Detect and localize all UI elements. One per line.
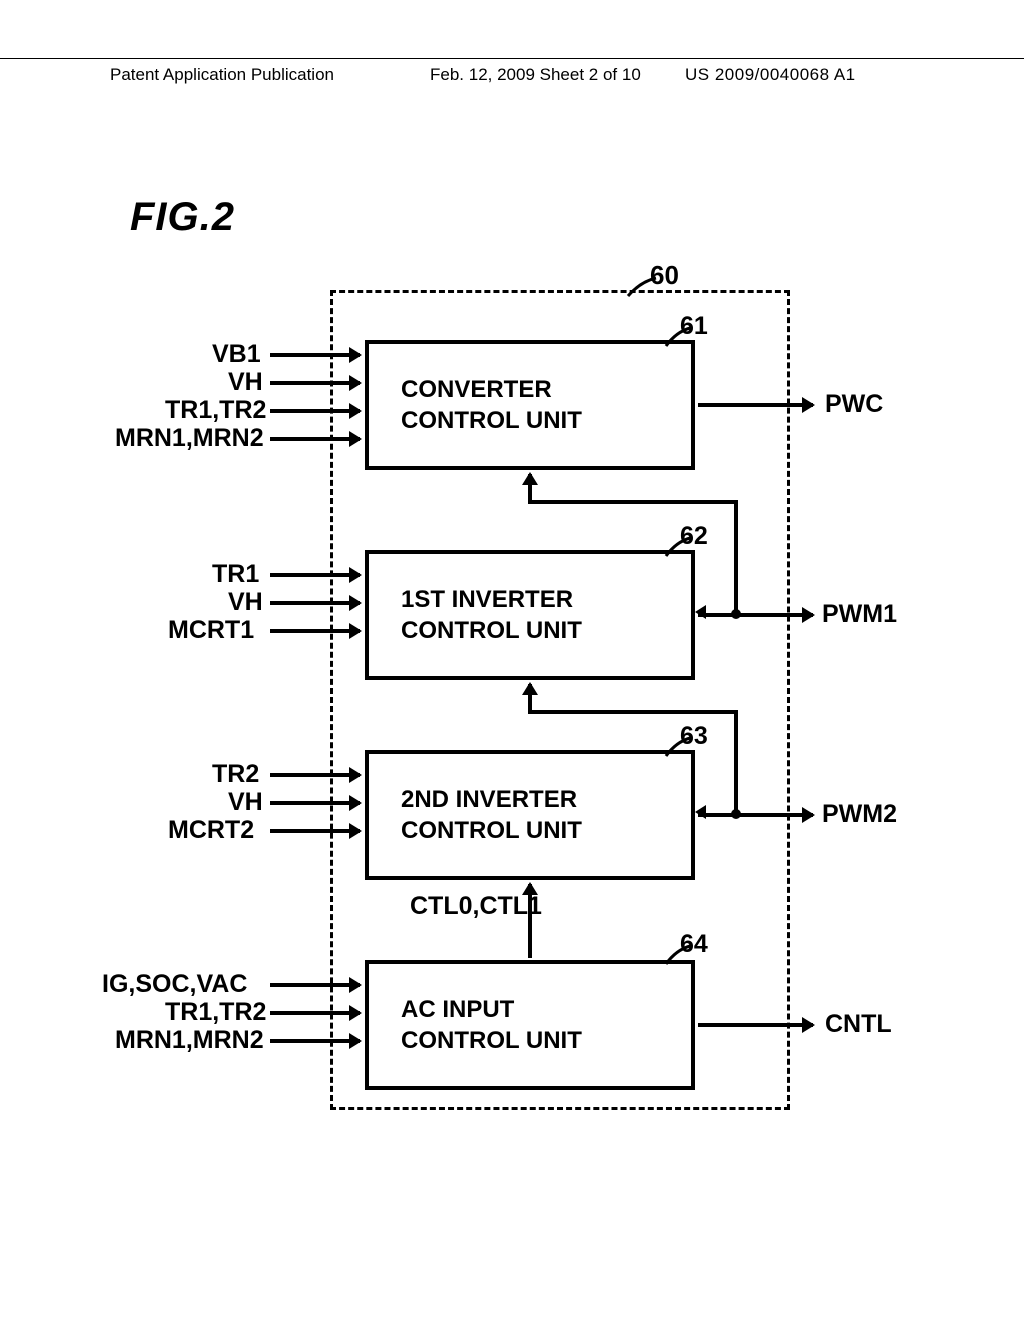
diagram: 60 CONVERTER CONTROL UNIT 61 1ST INVERTE… xyxy=(120,260,880,1130)
arrow-in-b63-2 xyxy=(270,801,360,805)
arrow-in-b61-4 xyxy=(270,437,360,441)
block-63-line2: CONTROL UNIT xyxy=(401,815,691,846)
ref-60: 60 xyxy=(650,260,679,291)
ref-61: 61 xyxy=(680,312,708,341)
arrow-64-to-63 xyxy=(528,884,532,958)
block-62-line2: CONTROL UNIT xyxy=(401,615,691,646)
arrow-in-b61-3 xyxy=(270,409,360,413)
block-64-line1: AC INPUT xyxy=(401,994,691,1025)
in-vh-1: VH xyxy=(228,368,263,397)
block-61-line2: CONTROL UNIT xyxy=(401,405,691,436)
feedback-into-61 xyxy=(528,474,532,502)
arrow-out-pwc xyxy=(698,403,813,407)
in-vb1: VB1 xyxy=(212,340,261,369)
ref-62: 62 xyxy=(680,522,708,551)
figure-label: FIG.2 xyxy=(130,195,235,240)
feedback-h-61 xyxy=(528,500,736,504)
node-pwm2 xyxy=(731,809,741,819)
arrow-out-pwm2 xyxy=(736,813,813,817)
feedback-h-62 xyxy=(528,710,736,714)
out-pwm1: PWM1 xyxy=(822,600,897,629)
pwm2-tick xyxy=(695,805,706,819)
ctl-label: CTL0,CTL1 xyxy=(410,892,542,921)
arrow-out-pwm1 xyxy=(736,613,813,617)
in-mrn12-1: MRN1,MRN2 xyxy=(115,424,264,453)
arrow-in-b61-1 xyxy=(270,353,360,357)
block-62: 1ST INVERTER CONTROL UNIT xyxy=(365,550,695,680)
ref-63: 63 xyxy=(680,722,708,751)
in-tr12-1: TR1,TR2 xyxy=(165,396,266,425)
out-pwc: PWC xyxy=(825,390,883,419)
out-cntl: CNTL xyxy=(825,1010,892,1039)
in-vh-2: VH xyxy=(228,588,263,617)
header-right: US 2009/0040068 A1 xyxy=(685,65,856,85)
arrow-in-b61-2 xyxy=(270,381,360,385)
arrow-in-b64-2 xyxy=(270,1011,360,1015)
arrow-in-b62-1 xyxy=(270,573,360,577)
arrow-in-b62-3 xyxy=(270,629,360,633)
block-63-line1: 2ND INVERTER xyxy=(401,784,691,815)
feedback-into-62 xyxy=(528,684,532,712)
block-62-line1: 1ST INVERTER xyxy=(401,584,691,615)
arrow-in-b64-1 xyxy=(270,983,360,987)
header-middle: Feb. 12, 2009 Sheet 2 of 10 xyxy=(430,65,641,85)
feedback-v-62-to-61 xyxy=(734,500,738,614)
in-tr2: TR2 xyxy=(212,760,259,789)
ref-64: 64 xyxy=(680,930,708,959)
in-mcrt1: MCRT1 xyxy=(168,616,254,645)
node-pwm1 xyxy=(731,609,741,619)
block-63: 2ND INVERTER CONTROL UNIT xyxy=(365,750,695,880)
arrow-in-b63-1 xyxy=(270,773,360,777)
in-mcrt2: MCRT2 xyxy=(168,816,254,845)
out-pwm2: PWM2 xyxy=(822,800,897,829)
arrow-in-b62-2 xyxy=(270,601,360,605)
in-tr12-2: TR1,TR2 xyxy=(165,998,266,1027)
header-left: Patent Application Publication xyxy=(110,65,334,85)
block-64-line2: CONTROL UNIT xyxy=(401,1025,691,1056)
block-61: CONVERTER CONTROL UNIT xyxy=(365,340,695,470)
feedback-v-63-to-62 xyxy=(734,710,738,814)
in-igsocvac: IG,SOC,VAC xyxy=(102,970,247,999)
arrow-out-cntl xyxy=(698,1023,813,1027)
block-61-line1: CONVERTER xyxy=(401,374,691,405)
arrow-in-b64-3 xyxy=(270,1039,360,1043)
in-mrn12-2: MRN1,MRN2 xyxy=(115,1026,264,1055)
block-64: AC INPUT CONTROL UNIT xyxy=(365,960,695,1090)
in-tr1: TR1 xyxy=(212,560,259,589)
page-header: Patent Application Publication Feb. 12, … xyxy=(0,58,1024,65)
in-vh-3: VH xyxy=(228,788,263,817)
arrow-in-b63-3 xyxy=(270,829,360,833)
pwm1-tick xyxy=(695,605,706,619)
